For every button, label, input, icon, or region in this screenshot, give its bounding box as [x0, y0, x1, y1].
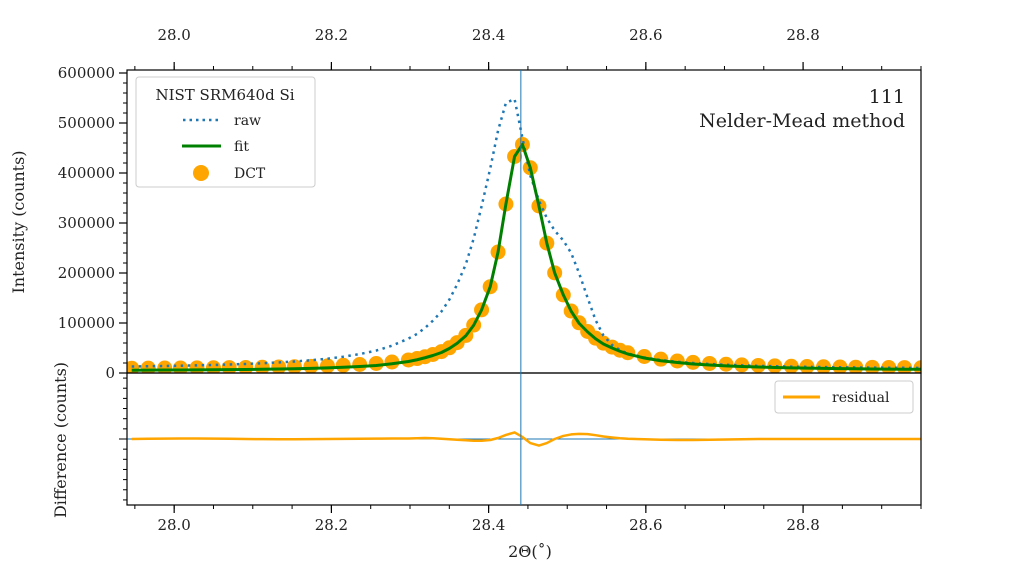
y-tick-label: 500000	[58, 114, 115, 132]
x-tick-label: 28.6	[629, 516, 662, 534]
legend-dct-label: DCT	[234, 166, 266, 182]
x-top-tick-label: 28.8	[786, 26, 819, 44]
bottom-axes-frame	[126, 372, 922, 506]
y-tick-label: 600000	[58, 64, 115, 82]
annotation-reflection: 111	[869, 86, 905, 108]
raw-line	[131, 97, 921, 370]
dct-point	[702, 355, 718, 371]
dct-point	[750, 357, 766, 373]
x-top-tick-label: 28.6	[629, 26, 662, 44]
annotation-method: Nelder-Mead method	[699, 110, 905, 132]
dct-point	[767, 358, 783, 373]
y-tick-label: 400000	[58, 164, 115, 182]
legend-residual-label: residual	[832, 390, 890, 406]
y-tick-label: 100000	[58, 314, 115, 332]
dct-point	[335, 357, 351, 373]
y-tick-label: 300000	[58, 214, 115, 232]
dct-point	[368, 356, 384, 371]
top-plot-area	[127, 97, 921, 373]
legend-top: NIST SRM640d Si raw fit DCT	[135, 76, 316, 188]
legend-bottom: residual	[774, 380, 914, 414]
legend-fit-label: fit	[234, 139, 249, 155]
x-top-tick-label: 28.2	[315, 26, 348, 44]
x-axis-label: 2Θ(˚)	[508, 542, 552, 561]
y-axis-label-difference: Difference (counts)	[51, 362, 70, 518]
dct-point	[303, 358, 319, 373]
x-tick-label: 28.8	[786, 516, 819, 534]
residual-line	[131, 431, 921, 447]
fit-line	[131, 143, 921, 372]
x-tick-label: 28.4	[472, 516, 505, 534]
y-axis-label-intensity: Intensity (counts)	[9, 150, 28, 293]
y-tick-label: 0	[105, 364, 115, 382]
x-top-tick-label: 28.0	[157, 26, 190, 44]
dct-point	[653, 351, 669, 367]
legend-raw-label: raw	[234, 113, 261, 129]
y-tick-label: 200000	[58, 264, 115, 282]
dct-point	[319, 358, 335, 373]
dct-point	[718, 356, 734, 372]
dct-point	[384, 354, 400, 370]
residual-plot-area	[127, 431, 921, 447]
x-tick-label: 28.0	[157, 516, 190, 534]
x-top-tick-label: 28.4	[472, 26, 505, 44]
axis-ticks: 28.0 28.0 28.2 28.2 28.4 28.4 28.6 28.6 28.8 28.8…	[58, 26, 922, 534]
legend-dct-marker	[193, 165, 209, 181]
dct-point	[352, 357, 368, 372]
x-tick-label: 28.2	[315, 516, 348, 534]
legend-title: NIST SRM640d Si	[155, 86, 294, 104]
